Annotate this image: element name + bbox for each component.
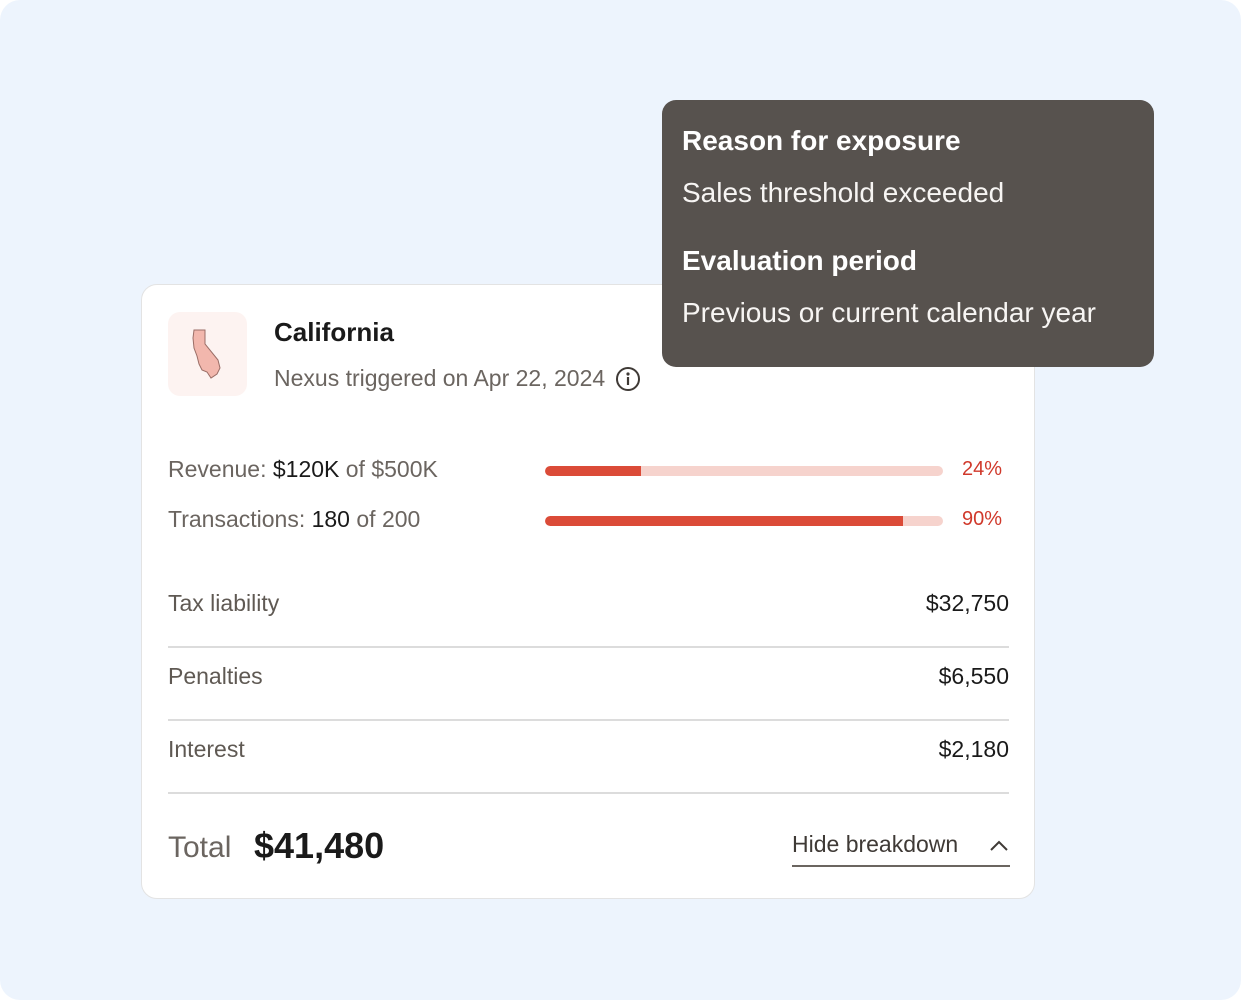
revenue-label-line: Revenue: $120K of $500K xyxy=(168,456,438,483)
reason-text: Sales threshold exceeded xyxy=(682,177,1005,208)
revenue-metric: Revenue: $120K of $500K 24% xyxy=(168,456,1008,486)
nexus-trigger-line: Nexus triggered on Apr 22, 2024 xyxy=(274,365,641,392)
period-heading: Evaluation period xyxy=(682,245,917,276)
transactions-metric: Transactions: 180 of 200 90% xyxy=(168,506,1008,536)
transactions-progress-fill xyxy=(545,516,904,526)
breakdown-row-interest: Interest $2,180 xyxy=(168,722,1009,794)
transactions-label: Transactions: xyxy=(168,506,306,532)
revenue-label: Revenue: xyxy=(168,456,267,482)
row-label: Interest xyxy=(168,736,245,762)
nexus-card: California Nexus triggered on Apr 22, 20… xyxy=(141,284,1035,899)
chevron-up-icon xyxy=(988,835,1010,857)
revenue-value: $120K xyxy=(272,456,340,482)
nexus-trigger-text: Nexus triggered on Apr 22, 2024 xyxy=(274,365,606,391)
row-value: $6,550 xyxy=(938,663,1009,689)
revenue-progress-fill xyxy=(545,466,641,476)
total-value: $41,480 xyxy=(254,825,385,866)
california-map-icon xyxy=(191,329,221,379)
transactions-of: of xyxy=(356,506,376,532)
revenue-of: of xyxy=(345,456,365,482)
row-value: $32,750 xyxy=(925,590,1009,616)
breakdown-row-penalties: Penalties $6,550 xyxy=(168,649,1009,721)
transactions-percent: 90% xyxy=(961,508,1002,530)
transactions-value: 180 xyxy=(311,506,350,532)
reason-heading: Reason for exposure xyxy=(682,125,961,156)
exposure-tooltip: Reason for exposure Sales threshold exce… xyxy=(662,100,1154,367)
transactions-progress-bar xyxy=(545,516,943,526)
state-thumbnail xyxy=(168,312,247,396)
transactions-limit: 200 xyxy=(381,506,421,532)
row-value: $2,180 xyxy=(938,736,1009,762)
revenue-progress-bar xyxy=(545,466,943,476)
period-text: Previous or current calendar year xyxy=(682,297,1096,328)
hide-breakdown-label: Hide breakdown xyxy=(792,831,959,857)
revenue-percent: 24% xyxy=(961,458,1002,480)
state-name: California xyxy=(274,317,394,347)
revenue-limit: $500K xyxy=(371,456,438,482)
total-label: Total xyxy=(168,831,232,864)
row-label: Penalties xyxy=(168,663,263,689)
transactions-label-line: Transactions: 180 of 200 xyxy=(168,506,420,533)
row-label: Tax liability xyxy=(168,590,280,616)
info-icon[interactable] xyxy=(615,366,641,392)
hide-breakdown-button[interactable]: Hide breakdown xyxy=(792,831,1010,867)
breakdown-row-tax-liability: Tax liability $32,750 xyxy=(168,576,1009,648)
